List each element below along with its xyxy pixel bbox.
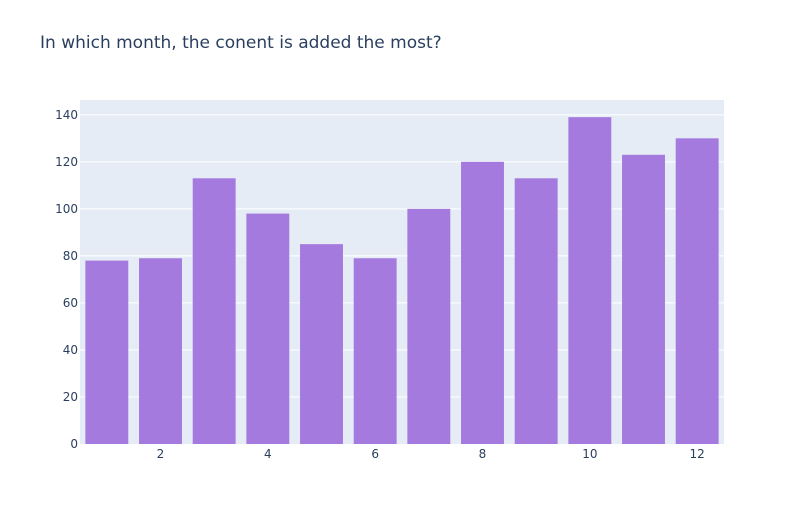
x-tick-label: 6 [371, 447, 379, 461]
bar-month-11 [622, 154, 665, 444]
y-tick-label: 20 [63, 390, 78, 404]
bar-month-2 [139, 258, 182, 444]
y-axis-ticks: 0 20 40 60 80 100 120 140 [55, 108, 78, 451]
bar-month-5 [300, 244, 343, 444]
y-tick-label: 60 [63, 296, 78, 310]
plot-background [80, 100, 724, 444]
x-axis-ticks: 2 4 6 8 10 12 [157, 447, 705, 461]
bar-month-1 [85, 260, 129, 444]
y-tick-label: 0 [70, 437, 78, 451]
y-tick-label: 120 [55, 155, 78, 169]
gridlines [80, 114, 724, 398]
bar-month-12 [675, 138, 719, 444]
y-tick-label: 40 [63, 343, 78, 357]
bar-month-6 [353, 258, 397, 444]
x-tick-label: 2 [157, 447, 165, 461]
x-tick-label: 12 [690, 447, 705, 461]
x-tick-label: 10 [582, 447, 597, 461]
bar-month-4 [246, 213, 290, 444]
bar-month-9 [514, 178, 558, 444]
chart-title: In which month, the conent is added the … [40, 33, 442, 53]
x-tick-label: 8 [479, 447, 487, 461]
y-tick-label: 80 [63, 249, 78, 263]
y-tick-label: 140 [55, 108, 78, 122]
bar-month-8 [461, 161, 504, 444]
y-tick-label: 100 [55, 202, 78, 216]
bar-month-3 [192, 178, 236, 444]
x-tick-label: 4 [264, 447, 272, 461]
bars [85, 117, 719, 444]
bar-month-10 [568, 117, 612, 444]
bar-month-7 [407, 208, 451, 444]
